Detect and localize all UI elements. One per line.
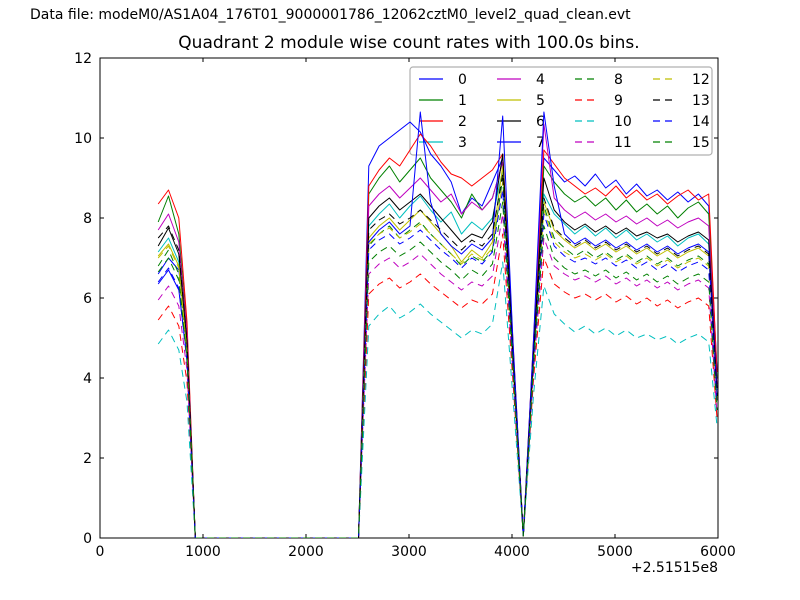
x-tick-label: 5000: [597, 544, 633, 560]
series-line-2: [157, 133, 718, 538]
x-tick-label: 1000: [185, 544, 221, 560]
y-tick-label: 6: [83, 291, 92, 307]
legend-label-0: 0: [458, 72, 467, 88]
y-tick-label: 8: [83, 211, 92, 227]
y-tick-label: 10: [74, 131, 92, 147]
legend-label-11: 11: [614, 135, 632, 151]
x-tick-label: 4000: [494, 544, 530, 560]
legend-label-7: 7: [536, 135, 545, 151]
y-tick-label: 4: [83, 371, 92, 387]
legend-label-6: 6: [536, 114, 545, 130]
y-tick-label: 12: [74, 51, 92, 67]
data-file-label: Data file: modeM0/AS1A04_176T01_90000017…: [30, 7, 631, 23]
legend-label-5: 5: [536, 93, 545, 109]
series-line-15: [157, 201, 718, 538]
series-line-14: [157, 189, 718, 538]
y-tick-label: 2: [83, 451, 92, 467]
series-line-8: [157, 177, 718, 538]
legend-label-4: 4: [536, 72, 545, 88]
series-line-12: [157, 181, 718, 538]
legend-label-3: 3: [458, 135, 467, 151]
legend-label-9: 9: [614, 93, 623, 109]
x-tick-label: 0: [96, 544, 105, 560]
series-line-13: [157, 173, 718, 538]
x-tick-label: 3000: [391, 544, 427, 560]
x-tick-label: 6000: [700, 544, 736, 560]
legend-label-12: 12: [692, 72, 710, 88]
series-line-6: [157, 153, 718, 538]
series-line-9: [157, 233, 718, 538]
x-axis-offset-label: +2.51515e8: [630, 560, 718, 576]
chart-title: Quadrant 2 module wise count rates with …: [178, 33, 640, 53]
series-line-11: [157, 213, 718, 538]
series-line-1: [157, 157, 718, 538]
legend-label-15: 15: [692, 135, 710, 151]
legend-label-14: 14: [692, 114, 710, 130]
y-tick-label: 0: [83, 531, 92, 547]
legend-label-1: 1: [458, 93, 467, 109]
legend-label-2: 2: [458, 114, 467, 130]
legend-box: [409, 66, 713, 156]
legend-label-13: 13: [692, 93, 710, 109]
legend-label-10: 10: [614, 114, 632, 130]
x-tick-label: 2000: [288, 544, 324, 560]
series-group: [157, 111, 718, 538]
series-line-7: [157, 111, 718, 538]
series-line-10: [157, 261, 718, 538]
legend-label-8: 8: [614, 72, 623, 88]
series-line-0: [157, 121, 718, 538]
